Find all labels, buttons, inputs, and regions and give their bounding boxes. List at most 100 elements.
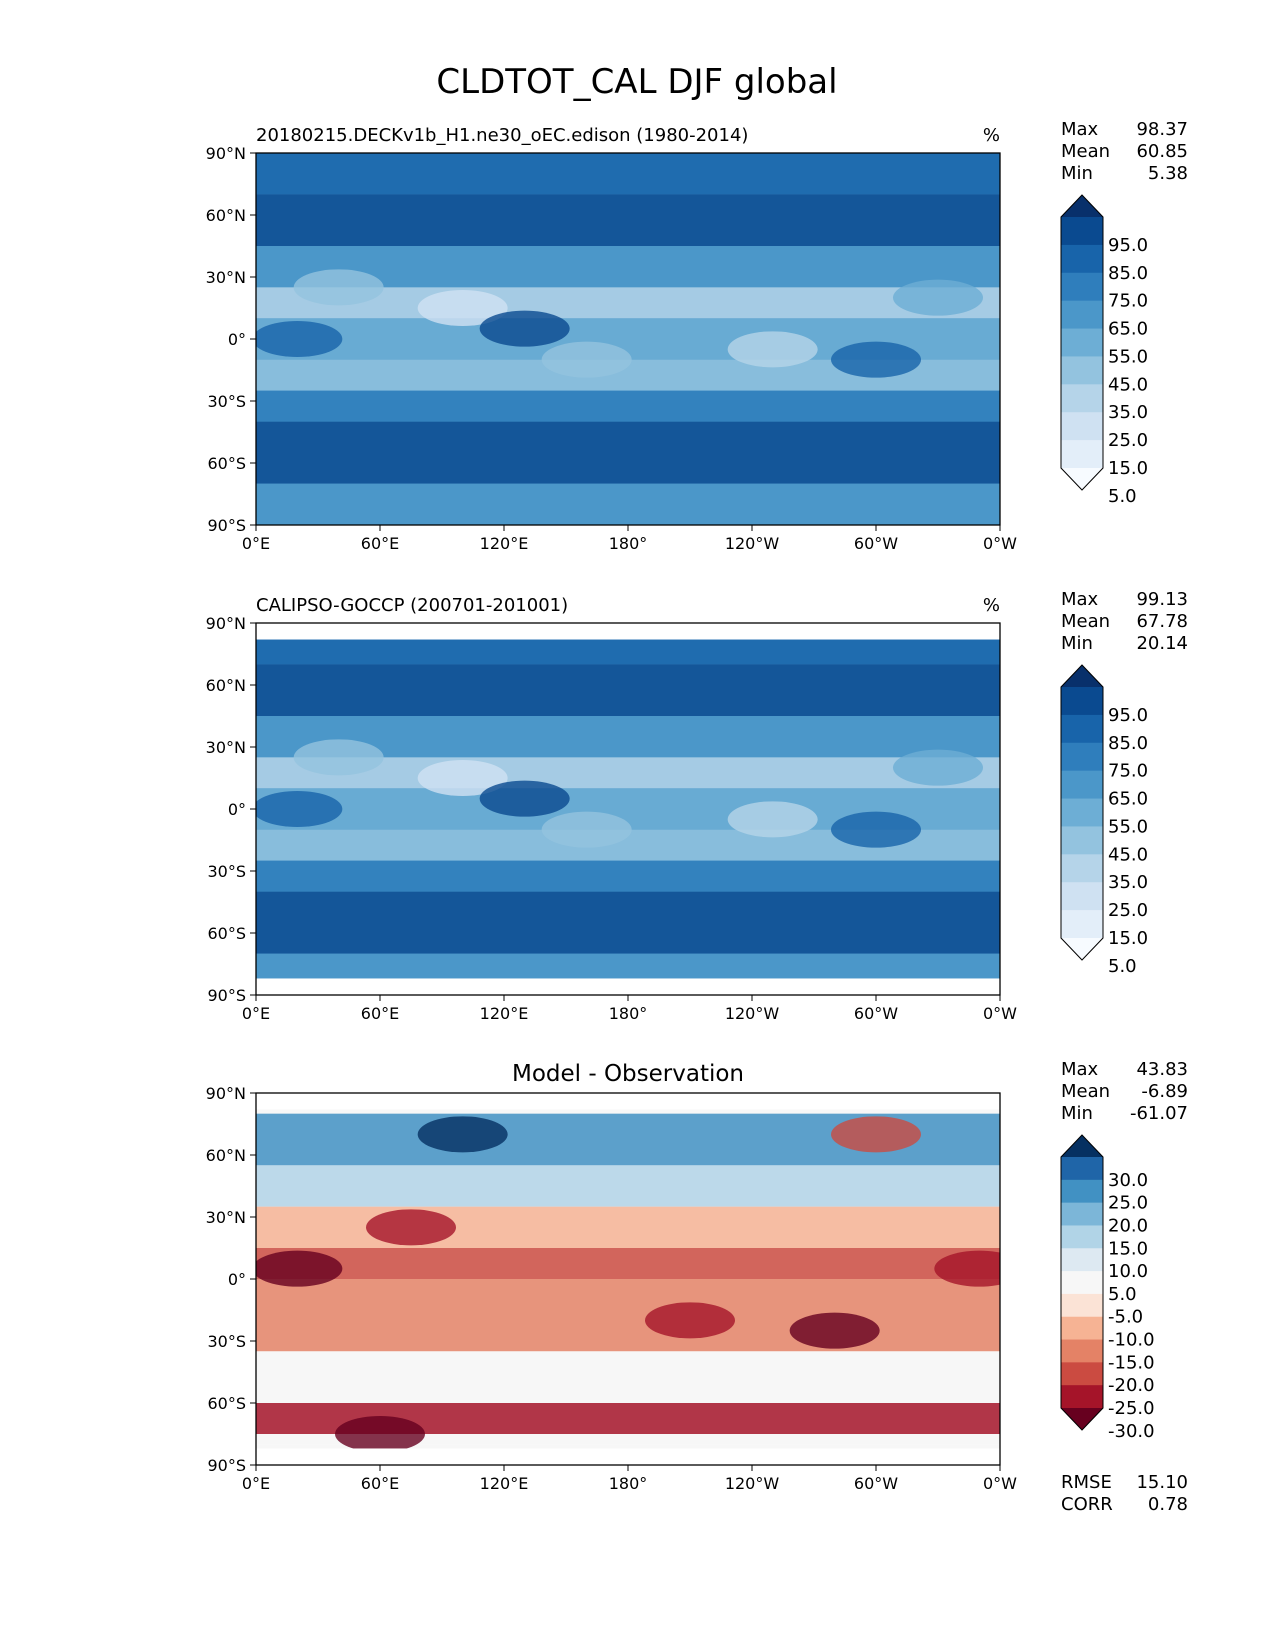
field-blob [335,1416,425,1452]
panel-1: 0°E 60°E 120°E 180° 120°W 60°W 0°W 90°N 60°N 30°N… [206,119,1188,553]
stat-label: Max [1061,589,1099,610]
colorbar-tick-label: 65.0 [1108,319,1148,340]
y-tick-label: 90°N [206,1084,246,1103]
colorbar-segment [1061,1316,1103,1341]
colorbar-tick-label: 95.0 [1108,705,1148,726]
colorbar: 95.0 85.0 75.0 65.0 55.0 45.0 35.0 25.0 15.0 5.0 [1060,194,1148,507]
lat-band [256,860,1000,892]
field-blob [417,290,508,326]
field-blob [256,791,343,827]
colorbar-tick-label: 15.0 [1108,1238,1148,1259]
colorbar-tick-label: 15.0 [1108,928,1148,949]
colorbar: 95.0 85.0 75.0 65.0 55.0 45.0 35.0 25.0 15.0 5.0 [1060,664,1148,977]
y-tick-label: 90°N [206,144,246,163]
panel-units: % [983,595,1000,616]
no-data-north [256,623,1000,640]
y-tick-label: 30°S [207,862,246,881]
field-blob [256,321,343,357]
field-blob [541,811,632,848]
colorbar-tick-label: 20.0 [1108,1215,1148,1236]
metric-label: CORR [1061,1494,1113,1515]
colorbar-segment [1061,356,1103,385]
colorbar-tick-label: -10.0 [1108,1330,1155,1351]
colorbar-segment [1061,412,1103,441]
field-blob [893,279,983,316]
y-tick-label: 0° [228,330,246,349]
y-tick-label: 30°N [206,1208,246,1227]
x-tick-label: 0°E [242,1474,270,1493]
panel-2: 0°E 60°E 120°E 180° 120°W 60°W 0°W 90°N 60°N 30°N… [206,589,1188,1023]
colorbar-segment [1061,714,1103,744]
colorbar-segment [1061,1248,1103,1272]
no-data-south [256,1448,1000,1465]
x-tick-label: 180° [609,1004,648,1023]
colorbar-tick-label: -25.0 [1108,1398,1155,1419]
colorbar-tick-label: -30.0 [1108,1421,1155,1442]
panel-units: % [983,125,1000,146]
stat-label: Min [1061,163,1093,184]
y-tick-label: 90°S [207,1456,246,1475]
field-blob [934,1250,1000,1287]
field-blob [366,1209,456,1246]
x-tick-label: 120°W [725,534,780,553]
metric-label: RMSE [1061,1472,1112,1493]
x-tick-label: 0°W [983,1004,1017,1023]
y-tick-label: 0° [228,1270,246,1289]
y-tick-label: 30°N [206,268,246,287]
stat-value: -6.89 [1141,1081,1188,1102]
colorbar-segment [1061,328,1103,357]
colorbar-extend-min [1061,468,1103,490]
field-blob [831,811,921,848]
field-blob [831,1116,921,1153]
colorbar-tick-label: 85.0 [1108,733,1148,754]
colorbar-segment [1061,882,1103,911]
stat-value: 60.85 [1136,141,1188,162]
stat-label: Min [1061,1103,1093,1124]
stat-value: 98.37 [1136,119,1188,140]
lat-band [256,483,1000,525]
lat-band [256,194,1000,246]
stat-label: Max [1061,1059,1099,1080]
colorbar-tick-label: 25.0 [1108,900,1148,921]
colorbar-tick-label: 35.0 [1108,872,1148,893]
stat-value: 67.78 [1136,611,1188,632]
field-blob [417,760,508,796]
colorbar-extend-max [1061,1135,1103,1157]
colorbar-tick-label: 65.0 [1108,789,1148,810]
panel-3: 0°E 60°E 120°E 180° 120°W 60°W 0°W 90°N 60°N 30°N… [206,1059,1188,1515]
colorbar-tick-label: 35.0 [1108,402,1148,423]
stat-label: Min [1061,633,1093,654]
y-tick-label: 90°N [206,614,246,633]
colorbar-segment [1061,1385,1103,1409]
y-tick-label: 30°N [206,738,246,757]
colorbar-tick-label: 75.0 [1108,761,1148,782]
field-blob [541,341,632,378]
colorbar-segment [1061,440,1103,469]
x-tick-label: 120°E [480,1474,529,1493]
panel-title: 20180215.DECKv1b_H1.ne30_oEC.edison (198… [256,125,748,146]
metric-value: 15.10 [1136,1472,1188,1493]
field-blob [417,1116,508,1153]
colorbar-segment [1061,1362,1103,1386]
y-tick-label: 30°S [207,392,246,411]
colorbar-tick-label: 5.0 [1108,1284,1137,1305]
colorbar-segment [1061,1179,1103,1204]
y-tick-label: 60°N [206,676,246,695]
colorbar-tick-label: 55.0 [1108,346,1148,367]
lat-band [256,664,1000,716]
x-tick-label: 0°E [242,534,270,553]
map-field [256,1093,1000,1465]
field-blob [789,1312,880,1349]
x-tick-label: 60°W [854,1474,898,1493]
colorbar-tick-label: 5.0 [1108,956,1137,977]
stat-value: -61.07 [1130,1103,1188,1124]
colorbar-segment [1061,1339,1103,1363]
stat-label: Mean [1061,141,1110,162]
colorbar-segment [1061,244,1103,274]
panel-title: Model - Observation [512,1061,744,1087]
field-blob [831,341,921,378]
colorbar-tick-label: 25.0 [1108,430,1148,451]
colorbar-segment [1061,272,1103,302]
colorbar-outline [1060,194,1104,491]
y-tick-label: 60°N [206,1146,246,1165]
